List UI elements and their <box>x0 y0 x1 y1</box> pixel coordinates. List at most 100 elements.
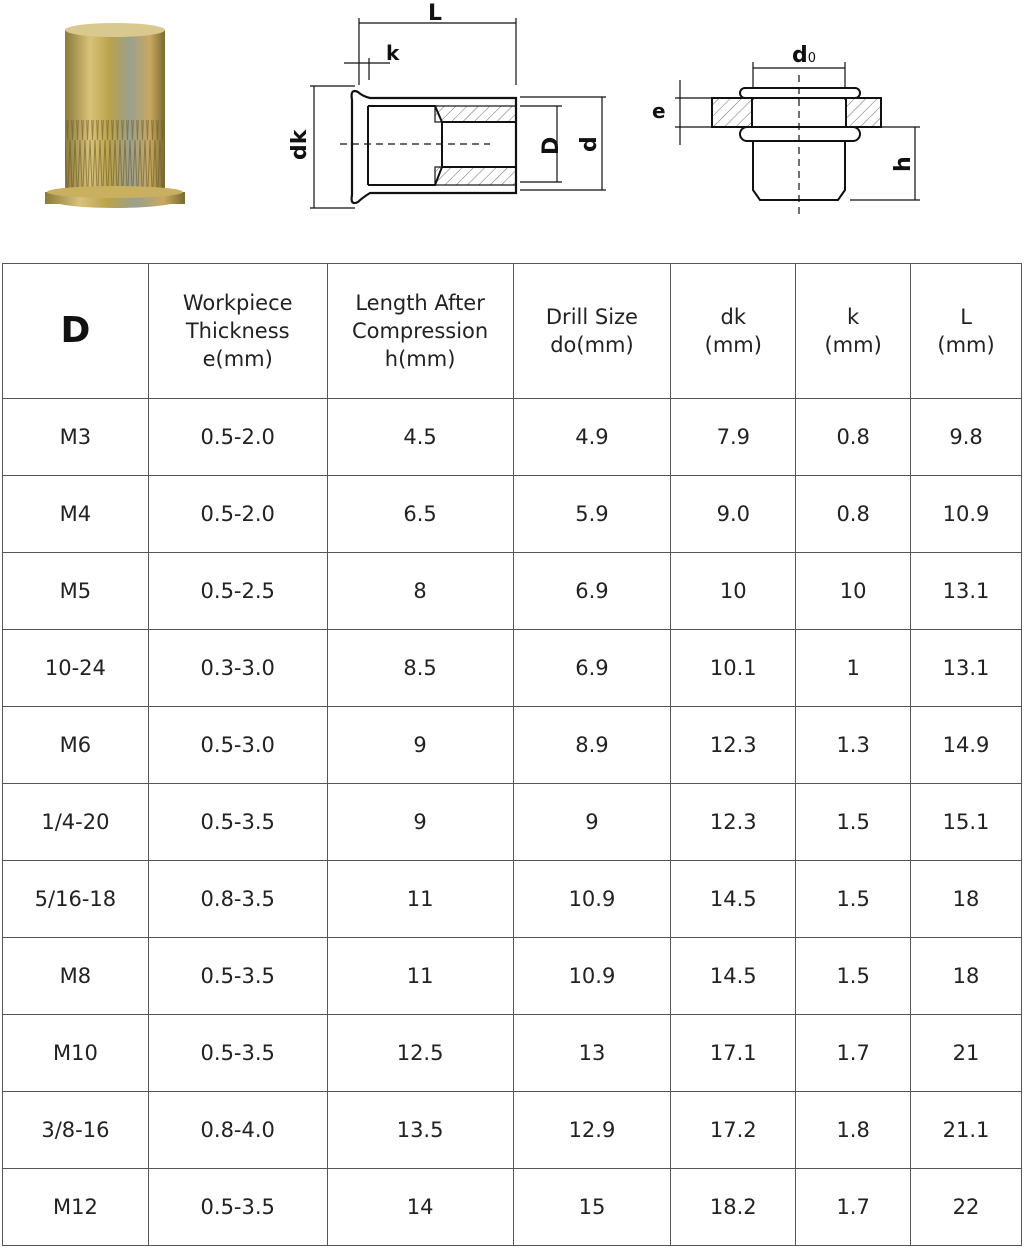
cell-length-after-compression: 14 <box>326 1168 514 1246</box>
cell-dk: 14.5 <box>670 937 797 1015</box>
cell-length-after-compression: 12.5 <box>326 1014 514 1092</box>
cell-length-after-compression: 11 <box>326 860 514 938</box>
cell-drill-size: 8.9 <box>512 706 672 784</box>
cell-size: 5/16-18 <box>2 860 149 938</box>
header-line: Workpiece <box>182 291 293 315</box>
cell-workpiece-thickness: 0.5-3.5 <box>147 937 328 1015</box>
cell-drill-size: 12.9 <box>512 1091 672 1169</box>
label-d0: d0 <box>792 43 816 68</box>
header-drill-size: Drill Size do(mm) <box>512 263 672 399</box>
cell-k: 1 <box>795 629 912 707</box>
cell-dk: 17.1 <box>670 1014 797 1092</box>
header-workpiece-thickness: Workpiece Thickness e(mm) <box>147 263 328 399</box>
cell-length-after-compression: 6.5 <box>326 475 514 553</box>
header-length-after-compression: Length After Compression h(mm) <box>326 263 514 399</box>
cell-drill-size: 4.9 <box>512 398 672 476</box>
cell-size: M12 <box>2 1168 149 1246</box>
cell-l: 21.1 <box>910 1091 1022 1169</box>
cell-size: M6 <box>2 706 149 784</box>
cell-size: 10-24 <box>2 629 149 707</box>
table-row: 10-24 0.3-3.0 8.5 6.9 10.1 1 13.1 <box>2 629 1022 707</box>
cell-dk: 14.5 <box>670 860 797 938</box>
label-e: e <box>652 99 666 123</box>
cell-k: 1.3 <box>795 706 912 784</box>
cell-size: M4 <box>2 475 149 553</box>
header-line: dk <box>720 305 747 329</box>
cell-workpiece-thickness: 0.5-2.5 <box>147 552 328 630</box>
cell-workpiece-thickness: 0.5-2.0 <box>147 475 328 553</box>
cell-workpiece-thickness: 0.5-3.5 <box>147 1168 328 1246</box>
label-dk: dk <box>290 128 312 160</box>
cell-workpiece-thickness: 0.5-3.5 <box>147 1014 328 1092</box>
table-row: 1/4-20 0.5-3.5 9 9 12.3 1.5 15.1 <box>2 783 1022 861</box>
table-row: M12 0.5-3.5 14 15 18.2 1.7 22 <box>2 1168 1022 1246</box>
cell-size: 3/8-16 <box>2 1091 149 1169</box>
cell-dk: 12.3 <box>670 783 797 861</box>
cell-k: 1.5 <box>795 937 912 1015</box>
cell-size: M10 <box>2 1014 149 1092</box>
cell-k: 1.5 <box>795 783 912 861</box>
cell-drill-size: 6.9 <box>512 552 672 630</box>
installation-diagram: d0 e h <box>652 43 920 215</box>
table-row: M6 0.5-3.0 9 8.9 12.3 1.3 14.9 <box>2 706 1022 784</box>
table-row: 5/16-18 0.8-3.5 11 10.9 14.5 1.5 18 <box>2 860 1022 938</box>
cell-dk: 10.1 <box>670 629 797 707</box>
cell-l: 9.8 <box>910 398 1022 476</box>
cell-l: 10.9 <box>910 475 1022 553</box>
header-line: Compression <box>351 319 489 343</box>
cell-dk: 17.2 <box>670 1091 797 1169</box>
cell-l: 15.1 <box>910 783 1022 861</box>
cell-drill-size: 9 <box>512 783 672 861</box>
cell-k: 1.7 <box>795 1014 912 1092</box>
cell-k: 1.7 <box>795 1168 912 1246</box>
header-line: L <box>960 305 972 329</box>
header-line: e(mm) <box>202 347 273 371</box>
header-line: Thickness <box>185 319 290 343</box>
header-line: do(mm) <box>550 333 634 357</box>
cell-length-after-compression: 13.5 <box>326 1091 514 1169</box>
table-row: 3/8-16 0.8-4.0 13.5 12.9 17.2 1.8 21.1 <box>2 1091 1022 1169</box>
header-k: k (mm) <box>795 263 912 399</box>
table-row: M10 0.5-3.5 12.5 13 17.1 1.7 21 <box>2 1014 1022 1092</box>
cell-dk: 7.9 <box>670 398 797 476</box>
header-line: k <box>847 305 860 329</box>
cell-size: M3 <box>2 398 149 476</box>
header-line: (mm) <box>937 333 995 357</box>
header-line: Drill Size <box>545 305 638 329</box>
header-line: h(mm) <box>384 347 456 371</box>
cell-drill-size: 10.9 <box>512 860 672 938</box>
cell-k: 1.8 <box>795 1091 912 1169</box>
cell-drill-size: 10.9 <box>512 937 672 1015</box>
cell-k: 0.8 <box>795 475 912 553</box>
header-line: Length After <box>355 291 485 315</box>
header-line: D <box>60 310 91 351</box>
spec-table: D Workpiece Thickness e(mm) Length After Comp… <box>2 263 1022 1246</box>
cell-length-after-compression: 9 <box>326 783 514 861</box>
cell-drill-size: 6.9 <box>512 629 672 707</box>
cell-dk: 18.2 <box>670 1168 797 1246</box>
cell-dk: 10 <box>670 552 797 630</box>
cell-k: 10 <box>795 552 912 630</box>
cell-length-after-compression: 8.5 <box>326 629 514 707</box>
header-line: (mm) <box>824 333 882 357</box>
cell-size: 1/4-20 <box>2 783 149 861</box>
label-h: h <box>891 156 916 172</box>
table-row: M5 0.5-2.5 8 6.9 10 10 13.1 <box>2 552 1022 630</box>
cell-drill-size: 15 <box>512 1168 672 1246</box>
cell-length-after-compression: 4.5 <box>326 398 514 476</box>
label-D: D <box>539 137 564 155</box>
cell-l: 21 <box>910 1014 1022 1092</box>
header-row: D Workpiece Thickness e(mm) Length After Comp… <box>2 263 1022 399</box>
cell-workpiece-thickness: 0.5-2.0 <box>147 398 328 476</box>
table-row: M4 0.5-2.0 6.5 5.9 9.0 0.8 10.9 <box>2 475 1022 553</box>
cell-dk: 9.0 <box>670 475 797 553</box>
table-row: M3 0.5-2.0 4.5 4.9 7.9 0.8 9.8 <box>2 398 1022 476</box>
cell-workpiece-thickness: 0.8-3.5 <box>147 860 328 938</box>
rivet-nut-dimension-diagram: L k dk D d <box>290 1 606 209</box>
cell-workpiece-thickness: 0.8-4.0 <box>147 1091 328 1169</box>
cell-workpiece-thickness: 0.5-3.0 <box>147 706 328 784</box>
header-size: D <box>2 263 149 399</box>
label-d: d <box>577 136 602 152</box>
cell-length-after-compression: 8 <box>326 552 514 630</box>
header-line: (mm) <box>704 333 762 357</box>
